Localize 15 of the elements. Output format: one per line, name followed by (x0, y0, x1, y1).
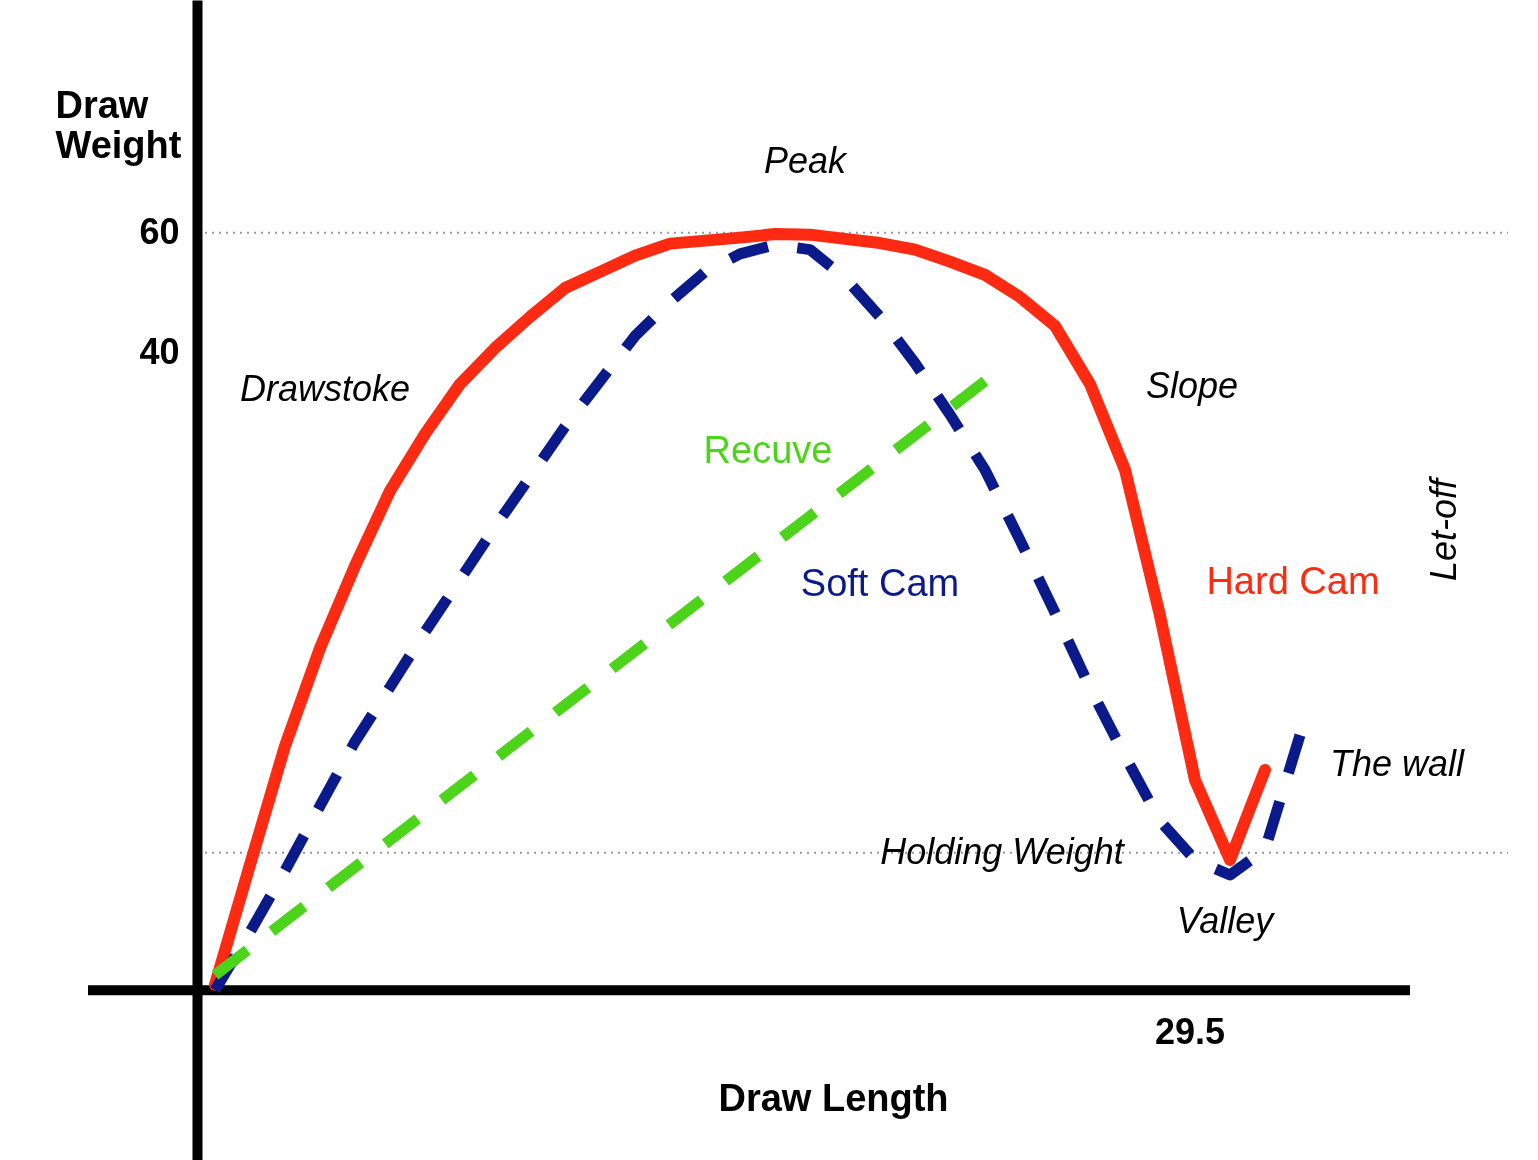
annotation: Soft Cam (800, 562, 960, 604)
annotation: Drawstoke (239, 368, 411, 409)
annotation: Peak (763, 140, 849, 181)
y-tick-label: 60 (139, 211, 180, 253)
annotation: 29.5 (1154, 1011, 1226, 1052)
annotation: Valley (1176, 900, 1276, 941)
annotation: Hard Cam (1206, 560, 1380, 602)
text: Let-off (1423, 474, 1464, 582)
annotation: Slope (1145, 365, 1239, 406)
annotation: Recuve (703, 429, 833, 471)
text: The wall (1329, 743, 1466, 784)
y-axis-title: Draw Weight (55, 83, 182, 166)
x-axis-title: Draw Length (718, 1076, 949, 1119)
y-tick-label: 40 (139, 331, 180, 373)
ref-line-label: Holding Weight (880, 830, 1126, 872)
